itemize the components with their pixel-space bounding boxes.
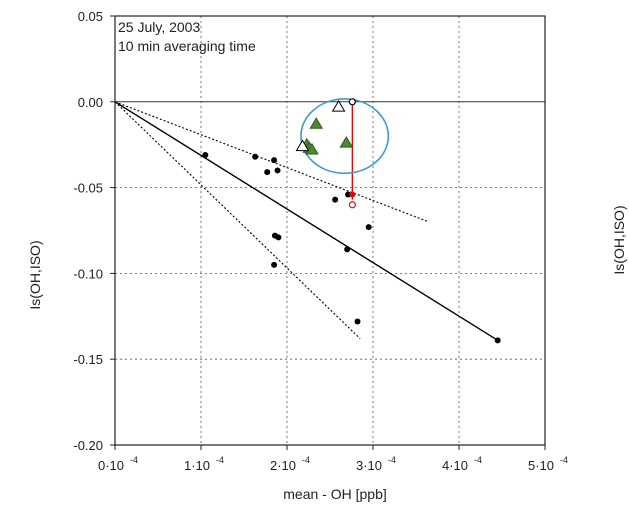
data-point <box>349 191 356 198</box>
x-tick-exponent: -4 <box>560 455 568 465</box>
x-tick-label: 5·10 <box>528 458 554 473</box>
data-point <box>344 246 351 253</box>
plot-frame <box>114 15 546 446</box>
x-tick-exponent: -4 <box>474 455 482 465</box>
data-point-triangle <box>309 117 324 129</box>
annotation-date: 25 July, 2003 <box>118 19 200 35</box>
x-tick-label: 4·10 <box>442 458 468 473</box>
x-tick-label: 1·10 <box>184 458 210 473</box>
x-tick-exponent: -4 <box>130 455 138 465</box>
right-y-axis-label: Is(OH,ISO) <box>611 205 627 274</box>
data-point-open <box>348 98 356 106</box>
data-point <box>202 151 209 158</box>
x-tick-label: 2·10 <box>270 458 296 473</box>
x-tick-label: 3·10 <box>356 458 382 473</box>
data-point <box>365 224 372 231</box>
data-point <box>354 318 361 325</box>
data-point-triangle <box>339 135 354 148</box>
data-point-triangle <box>305 142 319 155</box>
grid-lines <box>115 16 545 445</box>
data-point <box>252 153 259 160</box>
fit-lines <box>114 101 499 341</box>
x-axis-label: mean - OH [ppb] <box>283 486 387 502</box>
data-point <box>332 196 339 203</box>
data-point <box>275 234 282 241</box>
fit-line-dotted <box>114 101 361 340</box>
highlight-circle <box>300 98 390 175</box>
data-point <box>494 337 501 344</box>
annotation-averaging: 10 min averaging time <box>118 38 256 54</box>
highlight-ring <box>300 98 390 175</box>
data-points <box>202 98 501 344</box>
data-point-triangle-open <box>295 139 310 152</box>
y-tick-label: -0.10 <box>73 266 103 281</box>
data-point-triangle-open <box>331 99 346 112</box>
x-tick-exponent: -4 <box>216 455 224 465</box>
y-axis-label: Is(OH,ISO) <box>27 240 43 309</box>
data-point <box>271 157 278 164</box>
data-point <box>271 261 278 268</box>
y-tick-label: -0.20 <box>73 438 103 453</box>
data-point <box>264 169 271 176</box>
fit-line-solid <box>114 101 499 341</box>
data-point-open <box>348 201 356 209</box>
x-tick-label: 0·10 <box>98 458 124 473</box>
x-tick-exponent: -4 <box>388 455 396 465</box>
y-tick-label: 0.05 <box>78 9 103 24</box>
axis-ticks: 0·10 -4 1·10 -4 2·10 -4 3·10 -4 4·10 -4 5·10 -4 0.05… <box>73 9 568 473</box>
data-point <box>345 191 352 198</box>
y-tick-label: -0.15 <box>73 352 103 367</box>
y-tick-label: -0.05 <box>73 181 103 196</box>
data-point <box>274 167 281 174</box>
x-tick-exponent: -4 <box>302 455 310 465</box>
y-tick-label: 0.00 <box>78 95 103 110</box>
